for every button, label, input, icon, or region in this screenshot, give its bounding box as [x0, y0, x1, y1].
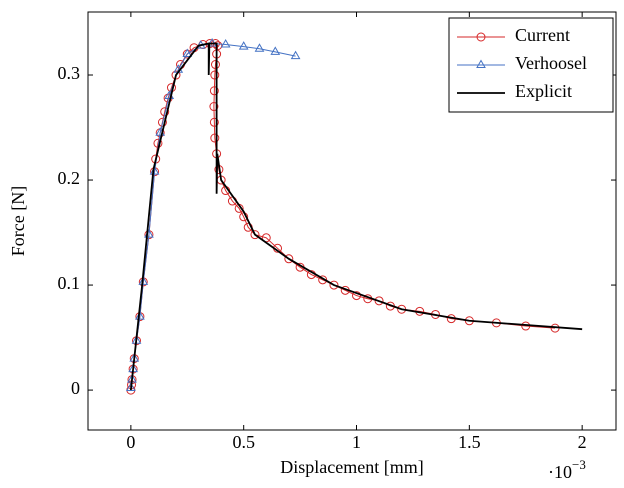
data-point — [250, 230, 260, 240]
x-multiplier: ·10−3 — [548, 457, 586, 482]
data-point — [270, 46, 281, 55]
x-tick-label: 0 — [126, 432, 135, 452]
data-point — [209, 86, 219, 96]
y-tick-label: 0.2 — [58, 168, 81, 188]
legend-marker — [476, 32, 486, 42]
data-point — [238, 41, 249, 50]
x-tick-label: 1 — [352, 432, 361, 452]
data-point — [290, 50, 301, 60]
data-point — [138, 276, 149, 285]
data-point — [157, 117, 167, 127]
data-point — [171, 70, 181, 80]
data-point — [374, 296, 384, 306]
data-point — [182, 48, 193, 58]
x-tick-label: 2 — [578, 432, 587, 452]
series-line — [130, 43, 296, 389]
x-multiplier-base: ·10 — [548, 462, 572, 482]
legend-label: Explicit — [515, 81, 572, 101]
y-axis-label: Force [N] — [8, 186, 28, 256]
data-point — [220, 39, 231, 48]
series-line — [129, 42, 583, 391]
plot-frame — [87, 11, 617, 431]
x-tick-label: 0.5 — [232, 432, 255, 452]
x-tick-label: 1.5 — [458, 432, 481, 452]
data-point — [209, 117, 219, 127]
data-point — [210, 70, 220, 80]
x-axis-label: Displacement [mm] — [280, 457, 423, 477]
data-point — [126, 382, 136, 391]
y-tick-label: 0 — [71, 378, 80, 398]
data-point — [135, 311, 145, 320]
data-point — [207, 37, 217, 47]
data-point — [210, 60, 220, 70]
x-multiplier-exponent: −3 — [572, 457, 586, 472]
data-point — [352, 291, 362, 301]
legend-label: Current — [515, 25, 570, 45]
legend-marker — [476, 59, 486, 68]
data-point — [254, 43, 265, 52]
y-tick-label: 0.3 — [58, 63, 81, 83]
data-point — [210, 133, 220, 143]
data-point — [284, 254, 294, 264]
data-point — [329, 280, 339, 290]
data-point — [209, 102, 219, 112]
y-tick-label: 0.1 — [58, 273, 81, 293]
legend-label: Verhoosel — [515, 53, 587, 73]
